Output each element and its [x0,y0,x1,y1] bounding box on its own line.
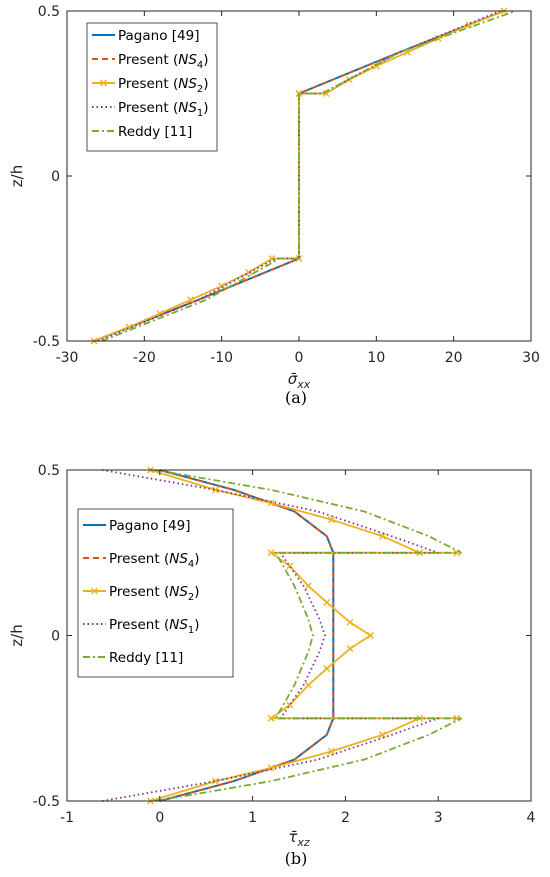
x-tick-label: 4 [527,810,536,826]
legend-box [86,22,218,152]
legend-marker [100,79,107,87]
series-marker-2 [211,486,219,494]
y-tick-label: 0.5 [38,463,60,479]
y-tick-label: -0.5 [33,794,60,810]
series-marker-2 [379,532,387,540]
x-tick-label: 30 [522,350,540,366]
x-tick-label: -30 [56,350,79,366]
legend-label-1: Present (NS4) [118,52,209,71]
series-marker-2 [218,282,226,290]
legend-label-0: Pagano [49] [118,28,199,44]
series-marker-2 [327,747,335,755]
legend-label-3: Present (NS1) [109,617,200,636]
series-line-4 [101,10,516,342]
series-marker-2 [327,516,335,524]
series-line-4 [155,469,462,802]
legend-label-0: Pagano [49] [109,518,190,534]
legend-label-3: Present (NS1) [118,100,209,119]
series-marker-2 [379,731,387,739]
y-axis-label: z/h [8,165,26,187]
series-marker-2 [346,645,354,653]
x-tick-label: 10 [367,350,385,366]
series-marker-2 [366,632,374,639]
series-marker-2 [267,714,275,722]
y-tick-label: 0.5 [38,4,60,20]
y-tick-label: 0 [51,169,60,185]
y-axis-label: z/h [8,624,26,646]
series-line-1 [159,469,335,802]
legend-box [77,508,234,678]
legend-label-2: Present (NS2) [109,584,200,603]
x-tick-label: 0 [295,350,304,366]
series-marker-2 [187,296,195,304]
series-marker-2 [323,665,331,673]
x-tick-label: 20 [445,350,463,366]
series-marker-2 [267,549,275,557]
y-tick-label: -0.5 [33,334,60,350]
series-marker-2 [267,499,275,507]
x-tick-label: 2 [341,810,350,826]
x-axis-label: τ̄xz [288,828,310,849]
series-marker-2 [434,34,442,42]
x-tick-label: -1 [60,810,74,826]
legend-label-1: Present (NS4) [109,551,200,570]
x-tick-label: 3 [434,810,443,826]
series-marker-2 [267,764,275,772]
legend-marker [91,587,98,595]
y-tick-label: 0 [51,629,60,645]
legend-label-4: Reddy [11] [109,650,183,666]
x-tick-label: 1 [248,810,257,826]
sublabel-a: (a) [285,388,307,407]
panel-b: -1 0 1 2 3 4 -0.5 0 0.5 τ̄xz z/h Pagano [49] Present… [8,463,536,849]
x-tick-label: 0 [155,810,164,826]
legend-label-2: Present (NS2) [118,76,209,95]
series-line-3 [102,469,439,802]
x-tick-label: -20 [133,350,156,366]
series-marker-2 [323,598,331,606]
sublabel-b: (b) [285,849,308,868]
legend: Pagano [49] Present (NS4) Present (NS2) Pre… [86,22,218,152]
series-line-3 [97,10,501,342]
series-marker-2 [346,618,354,626]
x-tick-label: -10 [210,350,233,366]
series-marker-2 [211,777,219,785]
legend-label-4: Reddy [11] [118,124,192,140]
series-marker-2 [304,681,312,689]
series-marker-2 [304,582,312,590]
legend: Pagano [49] Present (NS4) Present (NS2) Pre… [77,508,234,678]
